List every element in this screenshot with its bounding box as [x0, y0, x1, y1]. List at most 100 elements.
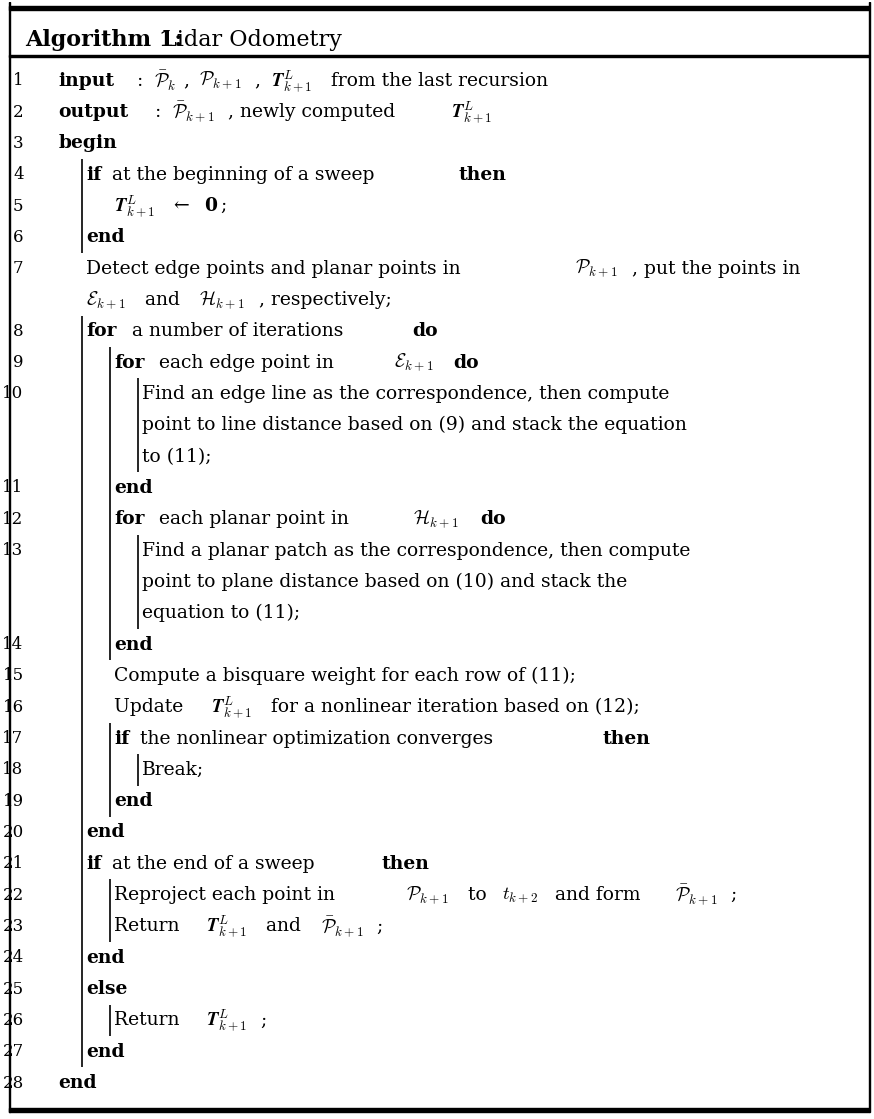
Text: 13: 13 [3, 542, 24, 560]
Text: if: if [87, 166, 101, 184]
Text: then: then [603, 730, 651, 747]
Text: $\boldsymbol{T}^L_{k+1}$: $\boldsymbol{T}^L_{k+1}$ [451, 100, 492, 125]
Text: each planar point in: each planar point in [154, 510, 355, 528]
Text: 5: 5 [13, 198, 24, 215]
Text: $\boldsymbol{T}^L_{k+1}$: $\boldsymbol{T}^L_{k+1}$ [206, 1007, 247, 1033]
Text: if: if [87, 855, 101, 873]
Text: 23: 23 [3, 918, 24, 935]
Text: 7: 7 [13, 261, 24, 278]
Text: 19: 19 [3, 792, 24, 810]
Text: point to line distance based on (9) and stack the equation: point to line distance based on (9) and … [142, 416, 687, 434]
Text: input: input [59, 72, 114, 90]
Text: $\bar{\mathcal{P}}_k$: $\bar{\mathcal{P}}_k$ [154, 68, 177, 93]
Text: 10: 10 [3, 385, 24, 403]
Text: 22: 22 [3, 886, 24, 904]
Text: do: do [413, 322, 438, 340]
Text: 27: 27 [3, 1043, 24, 1060]
Bar [9, 2, 10, 1111]
Text: $\mathcal{P}_{k+1}$: $\mathcal{P}_{k+1}$ [575, 258, 619, 280]
Text: Lidar Odometry: Lidar Odometry [155, 29, 342, 51]
Bar [869, 2, 870, 1111]
Text: at the end of a sweep: at the end of a sweep [106, 855, 321, 873]
Text: and form: and form [549, 886, 647, 904]
Text: for: for [87, 322, 117, 340]
Text: at the beginning of a sweep: at the beginning of a sweep [106, 166, 380, 184]
Text: end: end [59, 1074, 97, 1092]
Text: begin: begin [59, 134, 117, 152]
Text: else: else [87, 980, 128, 998]
Text: , newly computed: , newly computed [228, 103, 401, 121]
Text: Find an edge line as the correspondence, then compute: Find an edge line as the correspondence,… [142, 385, 669, 403]
Text: do: do [481, 510, 506, 528]
Text: 16: 16 [3, 698, 24, 716]
Text: Update: Update [114, 698, 190, 716]
Text: $\boldsymbol{T}^L_{k+1}$: $\boldsymbol{T}^L_{k+1}$ [206, 913, 247, 939]
Text: Reproject each point in: Reproject each point in [114, 886, 341, 904]
Text: 2: 2 [13, 104, 24, 121]
Text: Break;: Break; [142, 761, 205, 779]
Text: 17: 17 [3, 730, 24, 747]
Text: Compute a bisquare weight for each row of (11);: Compute a bisquare weight for each row o… [114, 667, 576, 685]
Text: 26: 26 [3, 1012, 24, 1029]
Text: the nonlinear optimization converges: the nonlinear optimization converges [134, 730, 499, 747]
Text: point to plane distance based on (10) and stack the: point to plane distance based on (10) an… [142, 573, 628, 591]
Text: end: end [114, 636, 153, 653]
Text: end: end [87, 824, 125, 841]
Text: Return: Return [114, 918, 185, 935]
Text: and: and [260, 918, 307, 935]
Bar [9, 7, 869, 10]
Text: end: end [114, 792, 153, 810]
Text: 12: 12 [3, 510, 24, 528]
Text: Find a planar patch as the correspondence, then compute: Find a planar patch as the correspondenc… [142, 542, 690, 560]
Text: ,: , [255, 72, 267, 90]
Text: 9: 9 [13, 354, 24, 372]
Text: Return: Return [114, 1012, 185, 1029]
Text: if: if [114, 730, 129, 747]
Text: for: for [114, 354, 145, 372]
Text: $t_{k+2}$: $t_{k+2}$ [502, 885, 538, 905]
Text: 6: 6 [13, 229, 24, 246]
Text: 11: 11 [3, 479, 24, 497]
Bar [9, 55, 869, 57]
Text: ;: ; [731, 886, 737, 904]
Text: ←: ← [169, 197, 196, 215]
Text: 1: 1 [13, 73, 24, 90]
Text: ;: ; [377, 918, 383, 935]
Text: ;: ; [260, 1012, 267, 1029]
Text: Algorithm 1:: Algorithm 1: [25, 29, 183, 51]
Text: 25: 25 [3, 980, 24, 998]
Text: , put the points in: , put the points in [632, 260, 800, 278]
Bar [9, 1108, 869, 1111]
Text: and: and [139, 291, 185, 309]
Text: end: end [114, 479, 153, 497]
Text: end: end [87, 228, 125, 246]
Text: do: do [454, 354, 479, 372]
Text: $\mathcal{H}_{k+1}$: $\mathcal{H}_{k+1}$ [413, 509, 459, 530]
Text: equation to (11);: equation to (11); [142, 604, 300, 622]
Text: 3: 3 [13, 135, 24, 152]
Text: 18: 18 [3, 761, 24, 779]
Text: 21: 21 [3, 855, 24, 873]
Text: then: then [382, 855, 429, 873]
Text: to (11);: to (11); [142, 448, 212, 466]
Text: $\boldsymbol{T}^L_{k+1}$: $\boldsymbol{T}^L_{k+1}$ [271, 68, 312, 94]
Text: 20: 20 [3, 824, 24, 841]
Text: end: end [87, 1043, 125, 1061]
Text: 8: 8 [13, 322, 24, 340]
Text: ,: , [184, 72, 196, 90]
Text: $\boldsymbol{T}^L_{k+1}$: $\boldsymbol{T}^L_{k+1}$ [211, 694, 253, 721]
Text: from the last recursion: from the last recursion [325, 72, 548, 90]
Text: $\bar{\mathcal{P}}_{k+1}$: $\bar{\mathcal{P}}_{k+1}$ [172, 100, 215, 124]
Text: 14: 14 [3, 636, 24, 653]
Text: $\mathcal{E}_{k+1}$: $\mathcal{E}_{k+1}$ [87, 290, 126, 311]
Text: 24: 24 [3, 949, 24, 967]
Text: for a nonlinear iteration based on (12);: for a nonlinear iteration based on (12); [265, 698, 640, 716]
Text: 15: 15 [3, 667, 24, 685]
Text: ;: ; [221, 197, 227, 215]
Text: $\bar{\mathcal{P}}_{k+1}$: $\bar{\mathcal{P}}_{k+1}$ [675, 883, 718, 908]
Text: 4: 4 [13, 167, 24, 184]
Text: $\mathcal{P}_{k+1}$: $\mathcal{P}_{k+1}$ [406, 884, 449, 905]
Text: 28: 28 [3, 1074, 24, 1091]
Text: $\mathcal{E}_{k+1}$: $\mathcal{E}_{k+1}$ [393, 352, 434, 374]
Text: output: output [59, 103, 128, 121]
